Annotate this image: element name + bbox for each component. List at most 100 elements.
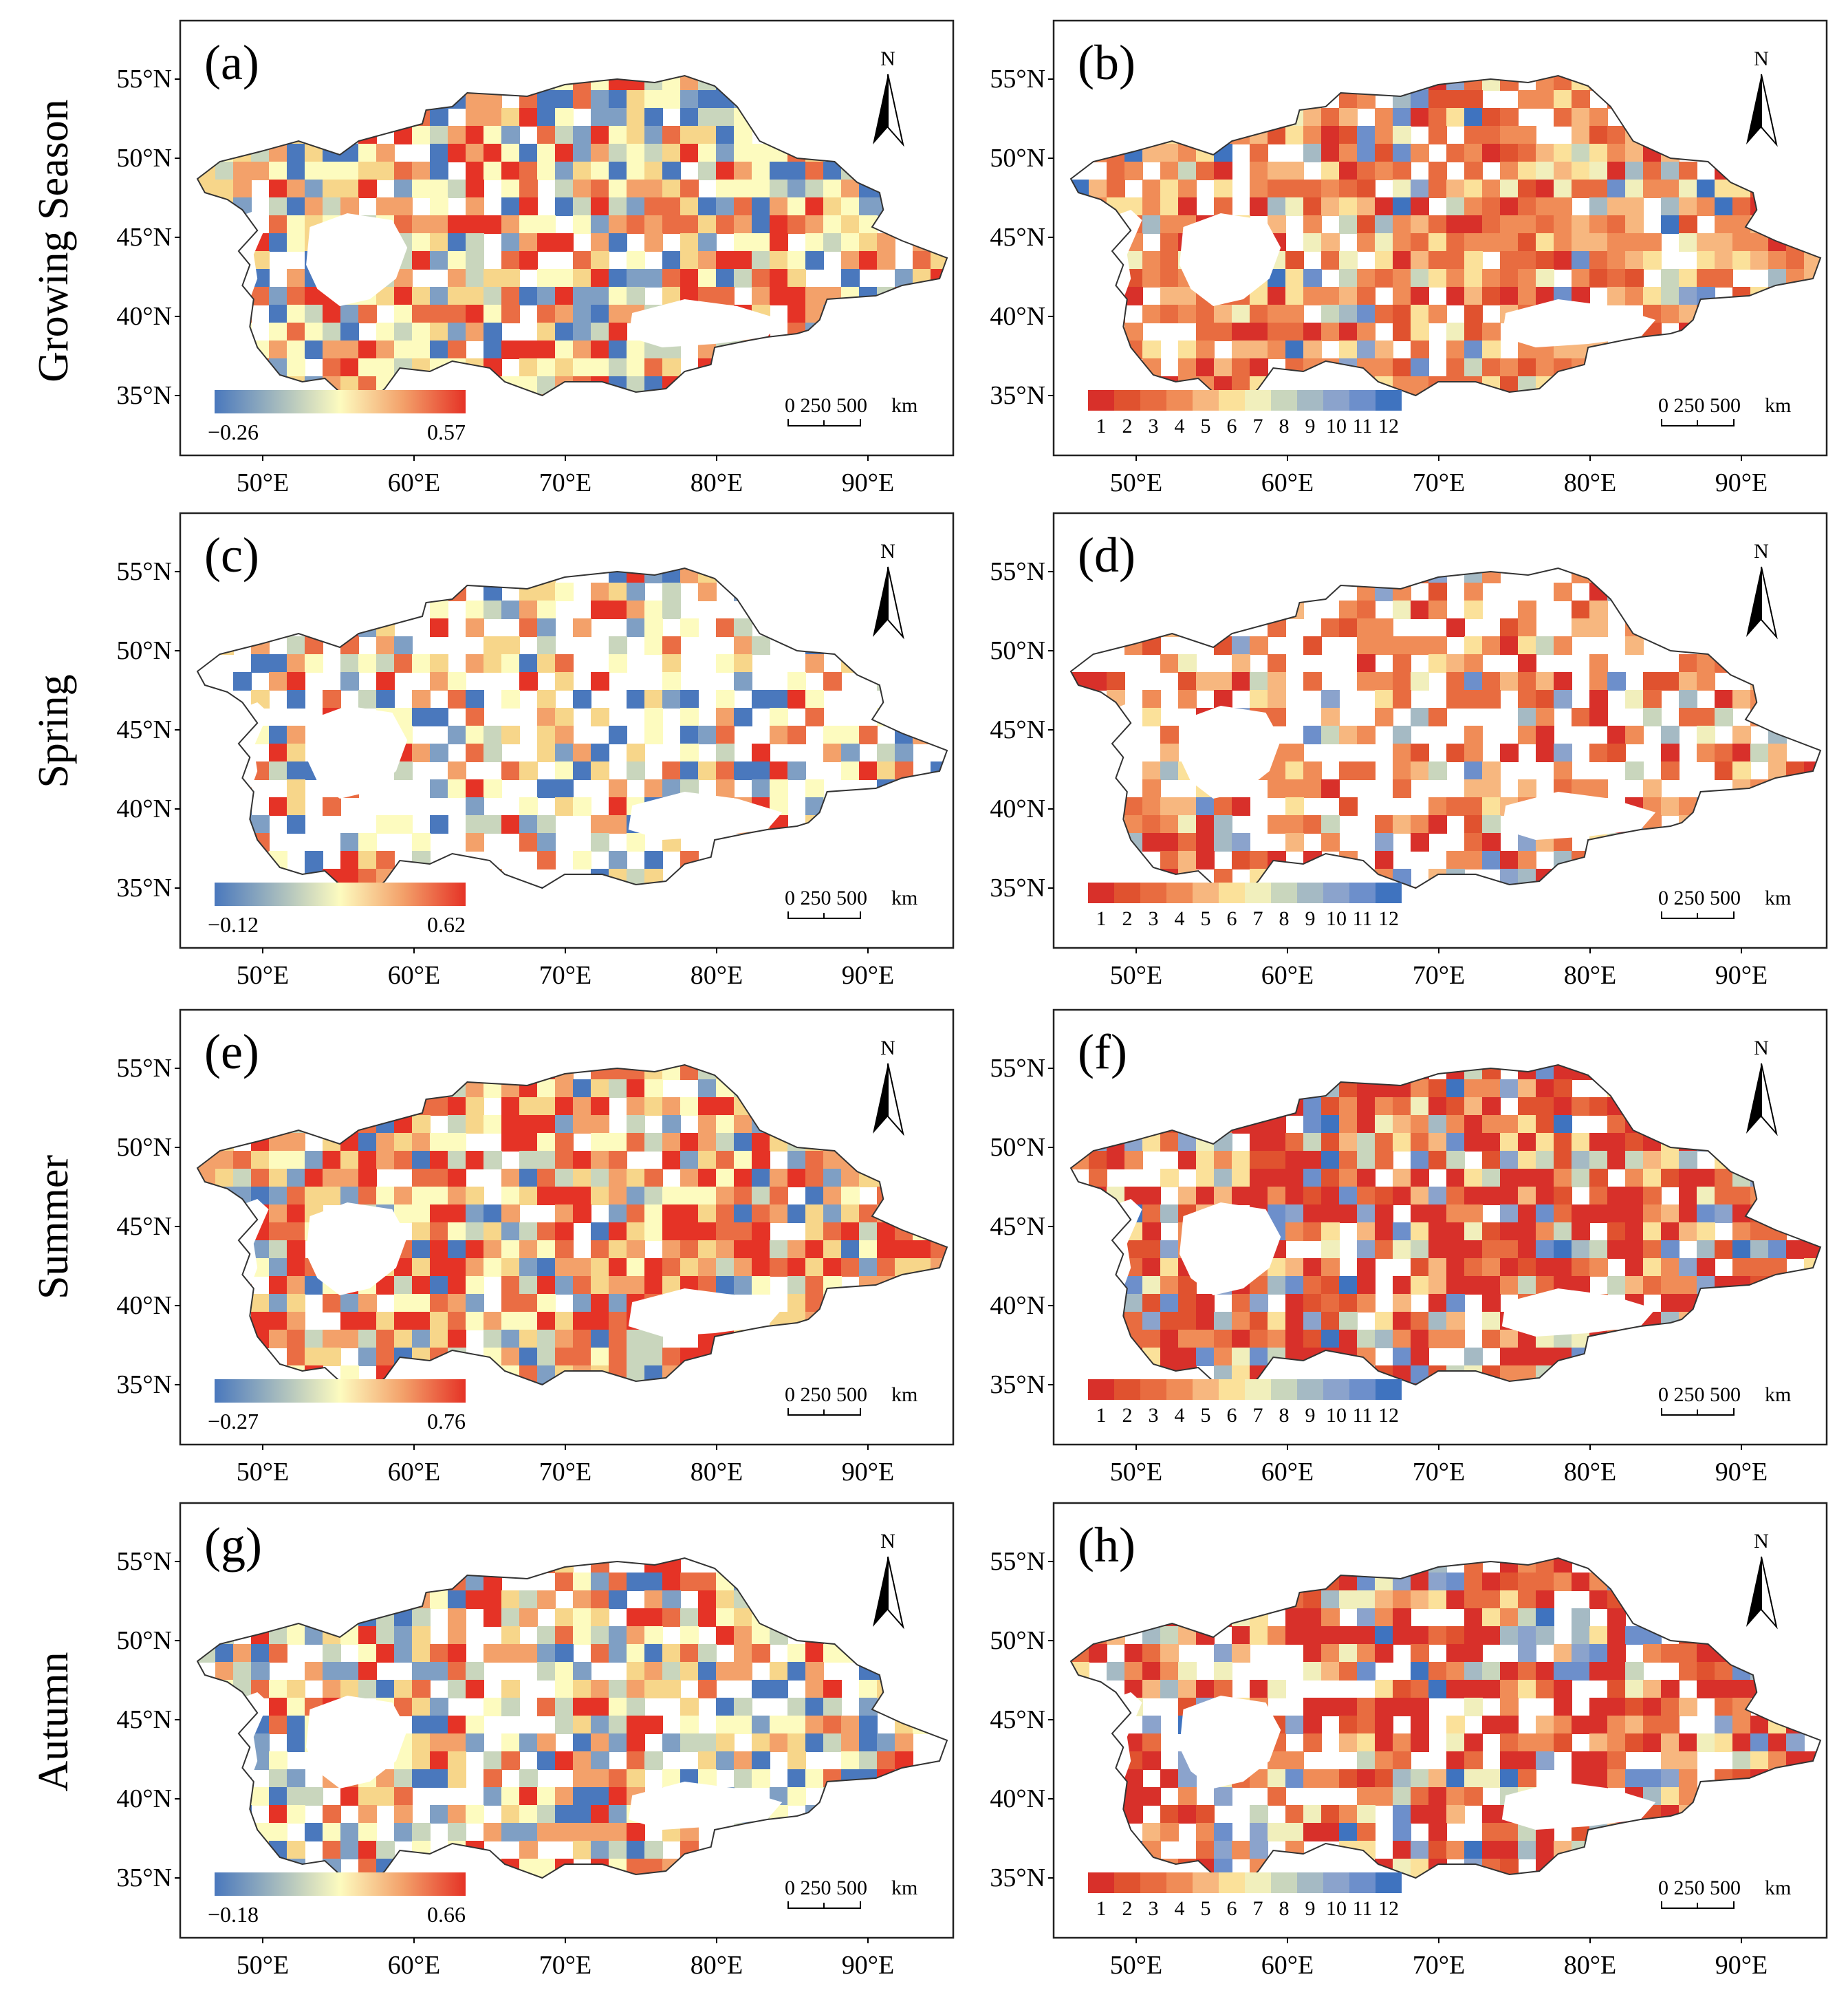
raster-cell [752, 1680, 770, 1698]
raster-cell [573, 90, 591, 109]
raster-cell [752, 1204, 770, 1223]
raster-cell [716, 269, 735, 288]
raster-cell [483, 1769, 502, 1788]
raster-cell [662, 144, 681, 162]
raster-cell [698, 1115, 717, 1134]
raster-cell [734, 1276, 752, 1295]
raster-cell [680, 215, 699, 234]
raster-cell [1339, 323, 1358, 341]
raster-cell [662, 90, 681, 109]
raster-cell [394, 180, 413, 198]
raster-cell [1393, 162, 1411, 180]
raster-cell [1536, 744, 1554, 762]
raster-cell [644, 726, 663, 744]
raster-cell [501, 1590, 520, 1609]
raster-cell [466, 287, 484, 305]
raster-cell [483, 108, 502, 127]
raster-cell [1339, 1330, 1358, 1348]
raster-cell [519, 833, 538, 852]
raster-cell [859, 1240, 878, 1259]
raster-cell [519, 1805, 538, 1824]
raster-cell [1393, 1348, 1411, 1366]
raster-cell [841, 1222, 860, 1241]
raster-cell [662, 1133, 681, 1152]
raster-cell [1285, 1187, 1304, 1205]
raster-cell [1446, 672, 1465, 691]
row-label-growing-season: Growing Season [30, 99, 77, 382]
raster-cell [1178, 797, 1197, 816]
raster-cell [1554, 1240, 1572, 1259]
raster-cell [483, 779, 502, 798]
raster-cell [734, 1698, 752, 1716]
raster-cell [1715, 744, 1733, 762]
raster-cell [698, 144, 717, 162]
raster-cell [430, 1240, 448, 1259]
raster-cell [591, 1716, 609, 1734]
raster-cell [1482, 1079, 1501, 1098]
raster-cell [1321, 180, 1340, 198]
raster-cell [716, 180, 735, 198]
raster-cell [448, 761, 466, 780]
raster-cell [1625, 761, 1644, 780]
raster-cell [412, 1240, 431, 1259]
raster-cell [1589, 779, 1608, 798]
raster-cell [305, 1151, 323, 1169]
raster-cell [609, 1312, 627, 1330]
raster-cell [1393, 1169, 1411, 1187]
raster-cell [1375, 636, 1393, 655]
raster-cell [501, 1133, 520, 1152]
raster-cell [412, 1751, 431, 1770]
raster-cell [1393, 1115, 1411, 1134]
raster-cell [1142, 1204, 1161, 1223]
raster-cell [1357, 1276, 1376, 1295]
raster-cell [501, 233, 520, 252]
raster-cell [787, 1204, 806, 1223]
raster-cell [1178, 197, 1197, 216]
raster-cell [573, 1204, 591, 1223]
raster-cell [1482, 323, 1501, 341]
raster-cell [787, 1258, 806, 1277]
month-swatch [1349, 883, 1376, 903]
raster-cell [1250, 1187, 1268, 1205]
raster-cell [1285, 305, 1304, 323]
raster-cell [1339, 761, 1358, 780]
raster-cell [1321, 690, 1340, 709]
raster-cell [1554, 233, 1572, 252]
raster-cell [537, 1590, 556, 1609]
raster-cell [555, 1716, 574, 1734]
raster-cell [1303, 1115, 1322, 1134]
raster-cell [340, 341, 359, 359]
raster-cell [805, 1151, 824, 1169]
raster-cell [734, 1222, 752, 1241]
raster-cell [1732, 761, 1751, 780]
raster-cell [1339, 618, 1358, 637]
raster-cell [805, 1644, 824, 1663]
raster-cell [1464, 833, 1483, 852]
raster-cell [1303, 779, 1322, 798]
lat-tick-label: 55°N [116, 1054, 172, 1083]
raster-cell [680, 1698, 699, 1716]
raster-cell [644, 90, 663, 109]
raster-cell [680, 1662, 699, 1681]
raster-cell [1554, 583, 1572, 601]
raster-cell [1643, 180, 1662, 198]
raster-cell [287, 1133, 305, 1152]
raster-cell [519, 251, 538, 270]
raster-cell [609, 341, 627, 359]
raster-cell [287, 1258, 305, 1277]
raster-cell [1482, 215, 1501, 234]
raster-cell [412, 180, 431, 198]
lon-tick-label: 50°E [1110, 468, 1162, 497]
raster-cell [627, 180, 645, 198]
raster-cell [1661, 726, 1679, 744]
raster-cell [1178, 851, 1197, 869]
raster-cell [823, 1698, 842, 1716]
raster-cell [1625, 636, 1644, 655]
raster-cell [269, 654, 287, 673]
raster-cell [501, 144, 520, 162]
raster-cell [644, 108, 663, 127]
raster-cell [644, 601, 663, 619]
raster-cell [1536, 1222, 1554, 1241]
raster-cell [1518, 1187, 1536, 1205]
raster-cell [412, 1626, 431, 1645]
